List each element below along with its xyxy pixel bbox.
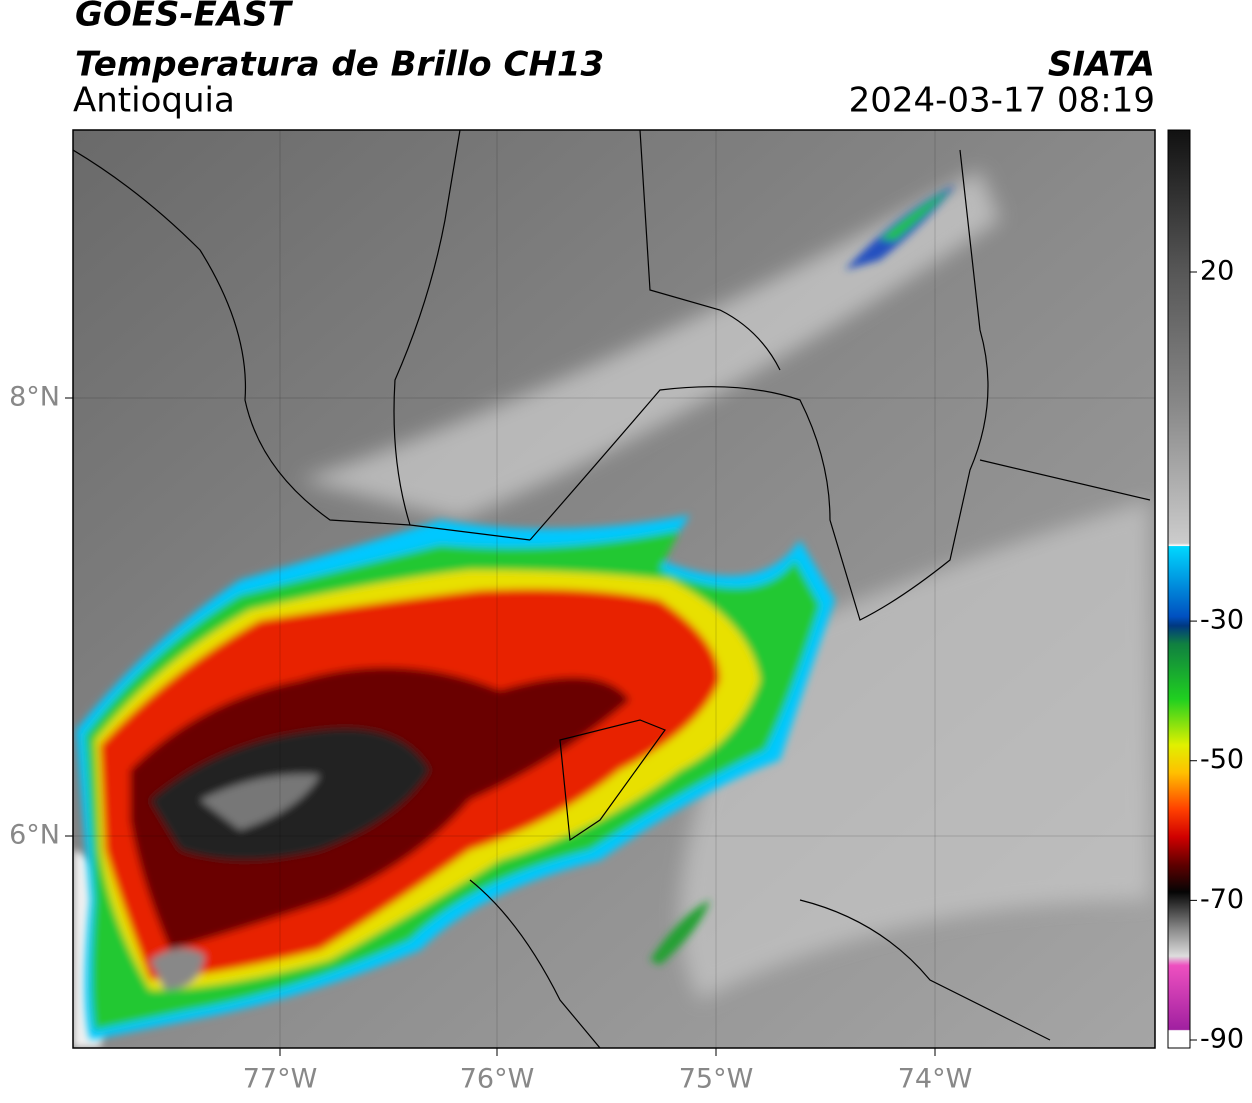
colorbar-label: -30	[1200, 605, 1244, 636]
lat-label: 6°N	[9, 820, 60, 851]
colorbar-label: -50	[1200, 744, 1244, 775]
storm	[76, 185, 955, 1040]
layer	[650, 900, 710, 965]
borders	[73, 130, 1151, 1048]
layer	[200, 774, 320, 830]
layer	[880, 190, 950, 240]
colorbar-label: -90	[1200, 1024, 1244, 1055]
lat-label: 8°N	[9, 382, 60, 413]
lon-label: 74°W	[898, 1064, 973, 1095]
title: GOES-EAST	[75, 0, 294, 35]
region: Antioquia	[73, 81, 235, 121]
lon-label: 75°W	[679, 1064, 754, 1095]
layer	[150, 948, 205, 990]
colorbar-label: 20	[1200, 256, 1234, 287]
map-frame	[72, 129, 1156, 1049]
lon-label: 76°W	[460, 1064, 535, 1095]
product: Temperatura de Brillo CH13	[75, 45, 604, 85]
colorbar-label: -70	[1200, 884, 1244, 915]
lon-label: 77°W	[243, 1064, 318, 1095]
cirrus	[300, 170, 1000, 520]
credit: SIATA	[1048, 45, 1155, 85]
imagery	[73, 130, 1155, 1048]
colorbar	[1167, 129, 1191, 1049]
datetime: 2024-03-17 08:19	[849, 81, 1155, 121]
